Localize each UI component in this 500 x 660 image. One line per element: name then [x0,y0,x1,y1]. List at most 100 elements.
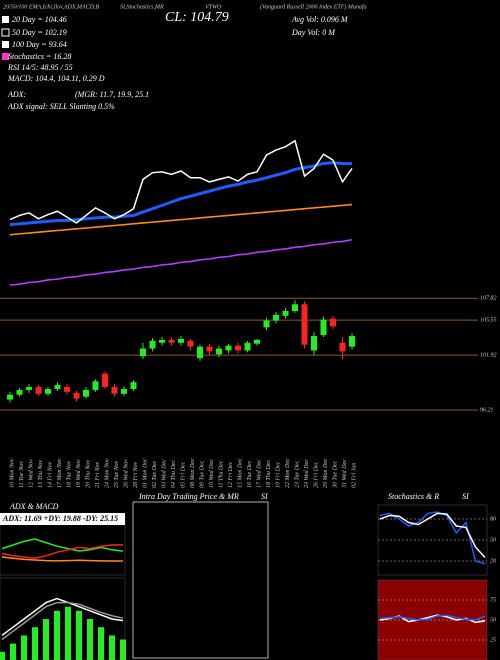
date-label: 10 Wed Dec [209,459,215,488]
candle-body [292,304,298,311]
legend-mid: SI,Stochastics,MR [120,4,164,10]
stat: 100 Day = 93.64 [12,40,67,49]
date-label: 18 Thu Dec [266,460,272,488]
candle-body [168,339,175,343]
panel-bg [0,577,126,660]
y-tick-label: 75 [490,597,496,603]
histogram-bar [120,639,126,660]
date-label: 20 Thu Nov [85,460,91,488]
histogram-bar [54,610,60,660]
candle-body [64,387,70,392]
date-label: 12 Fri Dec [228,461,234,488]
candle-body [45,388,51,394]
swatch [2,53,9,60]
candle-body [92,381,99,390]
moving-average [9,161,353,227]
candle-body [349,336,355,347]
adx-signal: ADX signal: SELL Slanting 0.5% [7,102,115,111]
date-label: 31 Wed Dec [342,459,348,489]
candle-body [121,388,127,394]
date-label: 24 Wed Dec [303,459,310,488]
candle-body [140,348,146,357]
instrument-name: (Vanguard Russell 2000 Index ETF) Munafa [260,3,367,10]
candle-body [54,385,61,389]
level-label: 101.92 [480,352,497,358]
panel-title: SI [261,492,268,501]
candle-body [178,338,184,343]
candle-body [130,382,137,389]
stat: Stochastics = 16.28 [8,52,71,61]
candle-body [282,310,289,316]
panel-title: SI [462,492,469,501]
candle-body [197,346,203,359]
moving-average [9,238,353,286]
level-label: 105.55 [480,318,497,324]
date-label: 10 Mon Nov [9,458,15,488]
candle-body [330,318,336,327]
date-label: 09 Tue Dec [199,460,205,488]
avg-volume: Avg Vol: 0.096 M [291,15,349,24]
date-label: 26 Wed Nov [123,459,129,488]
date-label: 23 Tue Dec [294,460,300,488]
date-label: 11 Tue Nov [19,461,25,488]
adx: ADX: [7,90,27,99]
indicator-line [379,512,486,559]
panel-bg [132,501,269,659]
histogram-bar [65,606,71,660]
histogram-bar [0,651,5,660]
panel-title: Intra Day Trading Price & MR [138,492,239,501]
candle-body [187,340,194,347]
candle-body [273,314,279,321]
date-label: 26 Fri Dec [313,461,319,488]
date-label: 14 Fri Nov [46,461,53,488]
date-label: 04 Thu Dec [170,460,177,488]
swatch [2,41,9,48]
indicator-line [1,538,124,552]
date-label: 03 Wed Dec [161,459,167,488]
date-label: 19 Fri Dec [275,461,281,488]
date-label: 18 Tue Nov [66,460,72,488]
date-label: 21 Fri Nov [95,461,101,488]
stat: 50 Day = 102.19 [12,28,67,37]
candle-body [311,336,317,351]
day-volume: Day Vol: 0 M [291,28,336,37]
histogram-bar [98,627,104,660]
date-label: 16 Tue Dec [247,460,253,488]
indicator-line [379,614,486,621]
indicator-line [1,601,124,641]
date-label: 15 Mon Dec [237,458,243,488]
y-tick-label: 50 [490,537,496,543]
y-tick-label: 50 [490,617,496,623]
candle-body [35,387,42,394]
panel-subtitle: ADX: 11.69 +DY: 19.88 -DY: 25.15 [2,514,118,523]
indicator-line [1,597,124,637]
panel-title: Stochastics & R [388,492,439,501]
candle-body [111,387,118,394]
date-label: 30 Tue Dec [332,460,338,489]
date-label: 12 Wed Nov [28,459,34,488]
date-label: 29 Mon Dec [323,458,329,488]
histogram-bar [21,635,27,660]
adx-mgr: (MGR: 11.7, 19.9, 25.1 [75,90,149,99]
swatch [1,28,10,37]
candle-body [16,389,23,395]
candle-body [149,340,156,349]
date-label: 13 Thu Nov [38,460,44,488]
candle-body [102,373,108,388]
candle-body [206,346,213,352]
date-label: 19 Wed Nov [76,459,82,488]
histogram-bar [109,635,115,660]
date-label: 08 Mon Dec [190,458,196,488]
indicator-line [379,511,486,565]
date-label: 02 Fri Jan [351,463,357,488]
date-label: 01 Mon Dec [142,458,148,488]
moving-average [9,203,353,236]
histogram-bar [76,610,82,660]
candle-body [235,345,241,351]
candle-body [216,348,222,355]
candle-body [263,320,270,328]
date-label: 17 Mon Nov [57,458,63,488]
swatch [2,16,9,23]
histogram-bar [43,619,49,660]
